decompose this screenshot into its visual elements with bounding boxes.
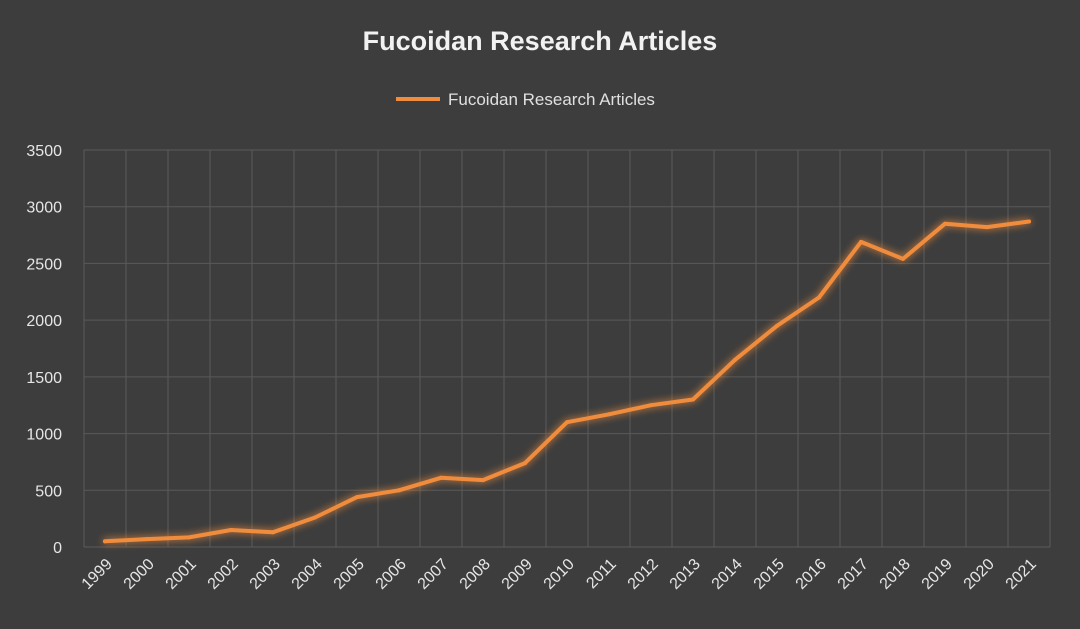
x-tick-label: 2011: [583, 556, 619, 592]
y-tick-label: 1000: [26, 427, 62, 444]
series: [103, 219, 1031, 544]
data-point: [649, 403, 653, 408]
y-axis: 0 500 1000 1500 2000 2500 3000 3500: [26, 143, 62, 557]
data-point: [523, 461, 527, 466]
x-tick-label: 2009: [499, 556, 536, 593]
y-tick-label: 3000: [26, 200, 62, 217]
data-point: [985, 225, 989, 230]
x-tick-label: 2004: [289, 556, 326, 593]
data-point: [943, 221, 947, 226]
data-point: [187, 535, 191, 540]
y-tick-label: 0: [53, 540, 62, 557]
x-tick-label: 2020: [961, 556, 998, 593]
x-tick-label: 1999: [79, 556, 116, 593]
x-tick-label: 2019: [919, 556, 956, 593]
data-point: [565, 420, 569, 425]
x-tick-label: 2014: [709, 556, 746, 593]
x-tick-label: 2006: [373, 556, 410, 593]
data-point: [271, 530, 275, 535]
data-point: [439, 475, 443, 480]
y-tick-label: 500: [35, 483, 62, 500]
x-tick-label: 2002: [205, 556, 242, 593]
y-tick-label: 2000: [26, 313, 62, 330]
data-point: [1027, 219, 1031, 224]
data-point: [733, 357, 737, 362]
x-tick-label: 2010: [541, 556, 578, 593]
x-tick-label: 2016: [793, 556, 830, 593]
series-line: [103, 219, 1031, 544]
x-tick-label: 2012: [625, 556, 662, 593]
x-tick-label: 2008: [457, 556, 494, 593]
x-tick-label: 2007: [415, 556, 452, 593]
x-tick-label: 2013: [667, 556, 704, 593]
data-point: [901, 256, 905, 261]
data-point: [145, 537, 149, 542]
y-tick-label: 1500: [26, 370, 62, 387]
x-tick-label: 2001: [163, 556, 200, 593]
x-tick-label: 2017: [835, 556, 872, 593]
data-point: [859, 239, 863, 244]
x-tick-label: 2018: [877, 556, 914, 593]
data-point: [397, 488, 401, 493]
y-tick-label: 2500: [26, 256, 62, 273]
x-tick-label: 2003: [247, 556, 284, 593]
x-tick-label: 2005: [331, 556, 368, 593]
gridlines: [83, 149, 1051, 548]
data-point: [355, 495, 359, 500]
data-point: [607, 412, 611, 417]
x-tick-label: 2015: [751, 556, 788, 593]
data-point: [103, 539, 107, 544]
chart-title: Fucoidan Research Articles: [363, 26, 718, 56]
y-tick-label: 3500: [26, 143, 62, 160]
x-tick-label: 2000: [121, 556, 158, 593]
data-point: [229, 527, 233, 532]
data-point: [313, 515, 317, 520]
data-point: [691, 397, 695, 402]
x-tick-label: 2021: [1003, 556, 1040, 593]
data-point: [775, 323, 779, 328]
data-point: [481, 478, 485, 483]
legend: Fucoidan Research Articles: [396, 90, 655, 109]
data-point: [817, 295, 821, 300]
legend-label: Fucoidan Research Articles: [448, 90, 655, 109]
x-axis: 1999 2000 2001 2002 2003 2004 2005 2006 2007 2008…: [79, 556, 1040, 593]
